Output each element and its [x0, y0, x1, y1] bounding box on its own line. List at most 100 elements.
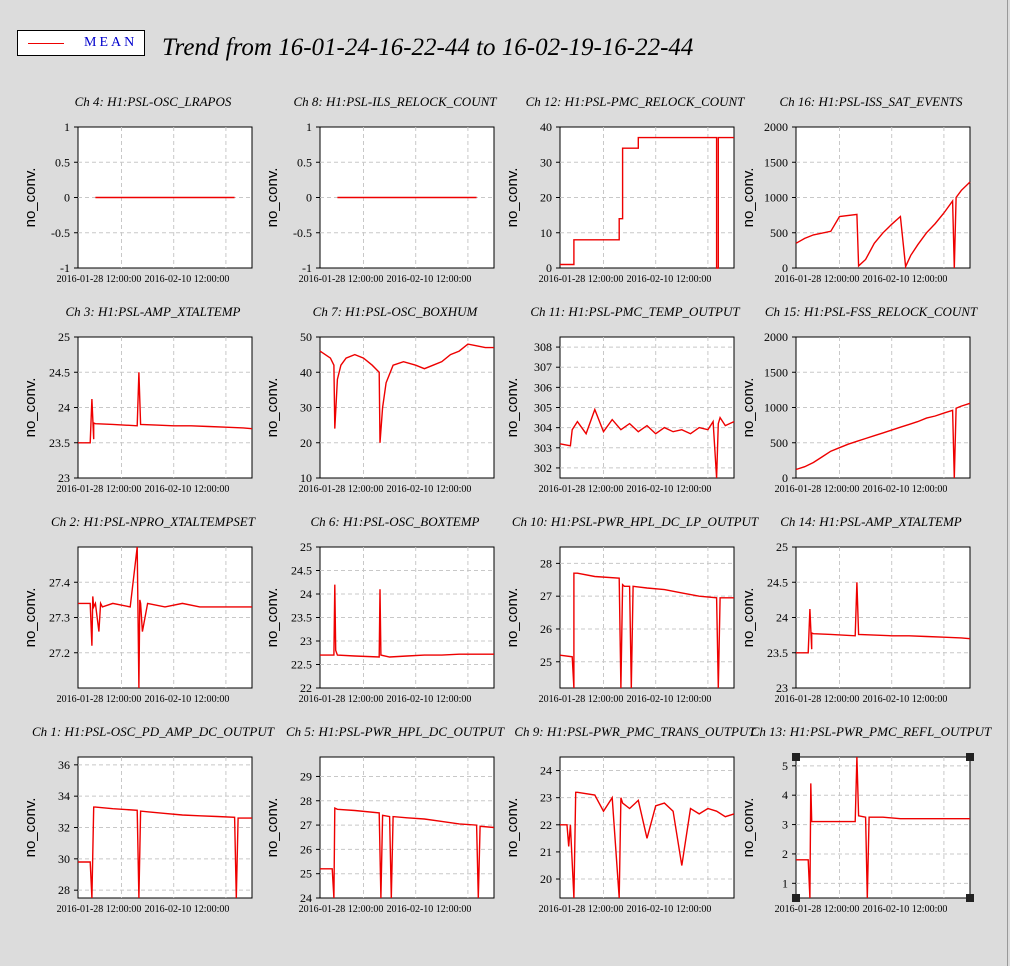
y-tick-label: 0.5	[55, 155, 70, 169]
y-tick-label: 20	[540, 872, 552, 886]
y-tick-label: -1	[60, 261, 70, 275]
resize-handle[interactable]	[966, 753, 974, 761]
y-axis-label: no_conv.	[740, 798, 757, 858]
y-tick-label: 0.5	[297, 155, 312, 169]
chart-title: Ch 3: H1:PSL-AMP_XTALTEMP	[66, 304, 241, 319]
x-tick-label: 2016-01-28 12:00:00	[299, 904, 384, 915]
chart-panel-16[interactable]: 5 4 3 2 1 2016-01-28 12:00:00 2016-02-10 12:00…	[740, 724, 992, 915]
resize-handle[interactable]	[792, 753, 800, 761]
plot-area[interactable]	[319, 756, 495, 899]
x-tick-label: 2016-02-10 12:00:00	[387, 274, 472, 285]
x-tick-label: 2016-02-10 12:00:00	[627, 484, 712, 495]
y-tick-label: 24.5	[291, 564, 312, 578]
y-tick-label: 34	[58, 789, 70, 803]
y-tick-label: 1500	[764, 155, 788, 169]
y-axis-label: no_conv.	[740, 588, 757, 648]
series-line	[796, 582, 971, 654]
y-tick-label: 25	[300, 867, 312, 881]
y-tick-label: 2000	[764, 120, 788, 134]
x-tick-label: 2016-01-28 12:00:00	[299, 274, 384, 285]
y-tick-label: 24	[58, 401, 70, 415]
y-tick-label: 24	[776, 611, 788, 625]
y-tick-label: 40	[540, 120, 552, 134]
y-tick-label: 25	[300, 540, 312, 554]
y-tick-label: 23.5	[767, 646, 788, 660]
y-tick-label: 0	[782, 471, 788, 485]
x-tick-label: 2016-02-10 12:00:00	[863, 904, 948, 915]
y-tick-label: 1000	[764, 401, 788, 415]
y-tick-label: 24.5	[49, 365, 70, 379]
series-line	[78, 372, 253, 444]
y-axis-label: no_conv.	[22, 168, 39, 228]
y-tick-label: 26	[300, 842, 312, 856]
series-line	[320, 584, 494, 658]
y-tick-label: 10	[540, 226, 552, 240]
series-line	[559, 572, 734, 689]
chart-title: Ch 5: H1:PSL-PWR_HPL_DC_OUTPUT	[286, 724, 505, 739]
resize-handle[interactable]	[792, 894, 800, 902]
y-tick-label: 23	[300, 634, 312, 648]
chart-title: Ch 12: H1:PSL-PMC_RELOCK_COUNT	[526, 94, 746, 109]
x-tick-label: 2016-01-28 12:00:00	[299, 484, 384, 495]
y-axis-label: no_conv.	[504, 168, 521, 228]
y-tick-label: 305	[534, 401, 552, 415]
y-tick-label: 308	[534, 340, 552, 354]
y-tick-label: 30	[58, 852, 70, 866]
resize-handle[interactable]	[966, 894, 974, 902]
y-tick-label: 30	[300, 401, 312, 415]
y-tick-label: 0	[306, 191, 312, 205]
chart-title: Ch 10: H1:PSL-PWR_HPL_DC_LP_OUTPUT	[512, 514, 759, 529]
chart-title: Ch 4: H1:PSL-OSC_LRAPOS	[75, 94, 232, 109]
chart-panel-15[interactable]: 24 23 22 21 20 2016-01-28 12:00:00 2016-02-10 …	[504, 724, 756, 915]
y-tick-label: 0	[546, 261, 552, 275]
chart-title: Ch 9: H1:PSL-PWR_PMC_TRANS_OUTPUT	[514, 724, 756, 739]
plot-area[interactable]	[559, 546, 735, 689]
y-tick-label: 25	[776, 540, 788, 554]
series-line	[319, 343, 494, 443]
chart-title: Ch 14: H1:PSL-AMP_XTALTEMP	[780, 514, 962, 529]
y-tick-label: 20	[300, 436, 312, 450]
legend[interactable]: MEAN	[17, 30, 145, 56]
y-tick-label: 24.5	[767, 575, 788, 589]
y-tick-label: 25	[58, 330, 70, 344]
y-axis-label: no_conv.	[22, 588, 39, 648]
chart-panel-13[interactable]: 36 34 32 30 28 2016-01-28 12:00:00 2016-02-10 …	[22, 724, 275, 915]
y-tick-label: 500	[770, 226, 788, 240]
y-axis-label: no_conv.	[22, 798, 39, 858]
plot-area[interactable]	[795, 756, 971, 899]
chart-panel-9[interactable]: 27.4 27.3 27.2 2016-01-28 12:00:00 2016-02-1…	[22, 514, 256, 705]
y-tick-label: 27	[540, 589, 552, 603]
y-tick-label: 1000	[764, 191, 788, 205]
chart-title: Ch 16: H1:PSL-ISS_SAT_EVENTS	[780, 94, 963, 109]
x-tick-label: 2016-01-28 12:00:00	[299, 694, 384, 705]
y-axis-label: no_conv.	[22, 378, 39, 438]
x-tick-label: 2016-02-10 12:00:00	[863, 694, 948, 705]
y-axis-label: no_conv.	[504, 798, 521, 858]
chart-panel-7[interactable]: 308 307 306 305 304 303 302 2016-01-28 12:00:00…	[504, 304, 740, 495]
chart-panel-11[interactable]: 28 27 26 25 2016-01-28 12:00:00 2016-02-10 12…	[504, 514, 759, 705]
y-tick-label: 306	[534, 380, 552, 394]
series-line	[795, 402, 971, 479]
series-line	[320, 807, 495, 899]
y-tick-label: 29	[300, 769, 312, 783]
y-tick-label: 21	[540, 845, 552, 859]
y-tick-label: 27.2	[49, 646, 70, 660]
y-tick-label: 30	[540, 155, 552, 169]
y-axis-label: no_conv.	[264, 588, 281, 648]
y-tick-label: 27.3	[49, 611, 70, 625]
plot-area[interactable]	[559, 756, 735, 899]
y-tick-label: 27	[300, 818, 312, 832]
x-tick-label: 2016-02-10 12:00:00	[387, 484, 472, 495]
series-line	[560, 136, 734, 269]
